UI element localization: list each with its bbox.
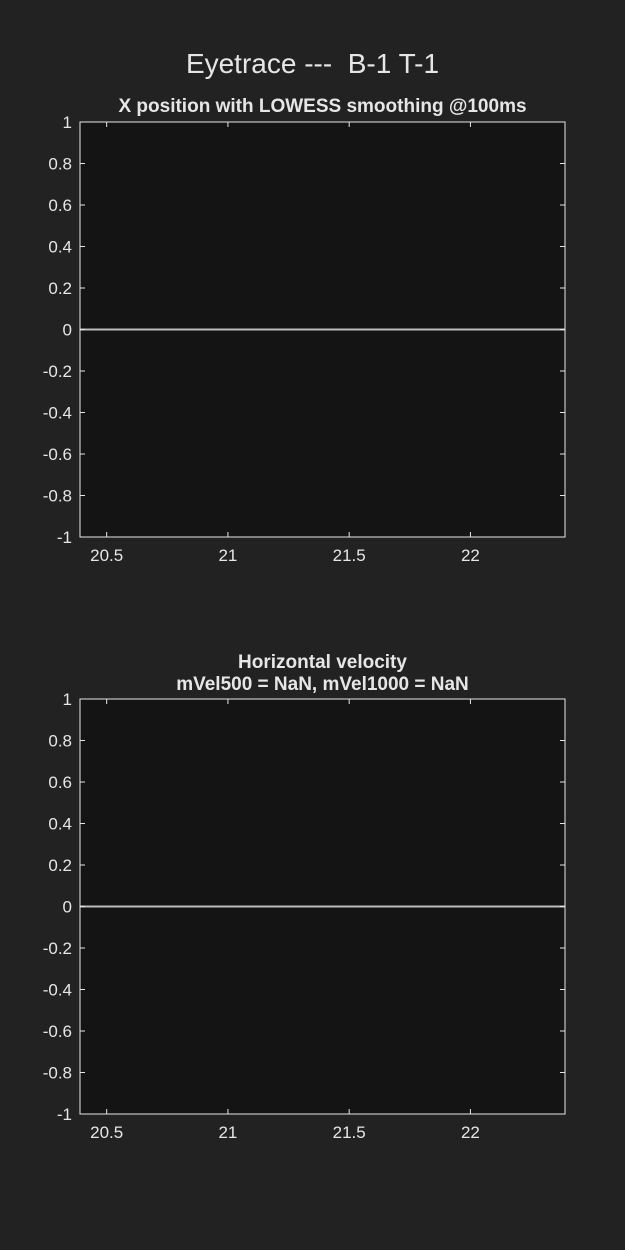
chart-subtitle: mVel500 = NaN, mVel1000 = NaN [176, 674, 469, 695]
x-tick-label: 20.5 [90, 546, 123, 565]
y-tick-label: 0.6 [48, 196, 72, 215]
x-tick-label: 21 [218, 546, 237, 565]
x-tick-label: 21.5 [333, 546, 366, 565]
y-tick-label: 1 [63, 690, 72, 709]
y-tick-label: -0.4 [43, 404, 72, 423]
x-tick-label: 21.5 [333, 1123, 366, 1142]
x-tick-label: 21 [218, 1123, 237, 1142]
y-tick-label: 0.8 [48, 155, 72, 174]
y-tick-label: -1 [57, 528, 72, 547]
position-plot: X position with LOWESS smoothing @100ms 1… [43, 96, 566, 565]
y-tick-label: -0.2 [43, 362, 72, 381]
y-tick-label: 0 [63, 898, 72, 917]
y-tick-label: 0.8 [48, 732, 72, 751]
y-tick-label: -0.2 [43, 939, 72, 958]
y-tick-label: 0.6 [48, 773, 72, 792]
y-tick-label: 0 [63, 321, 72, 340]
y-tick-label: -0.8 [43, 1064, 72, 1083]
chart-title: X position with LOWESS smoothing @100ms [118, 96, 526, 117]
chart-title: Horizontal velocity [238, 652, 407, 673]
y-tick-label: 0.4 [48, 815, 72, 834]
x-tick-label: 22 [461, 546, 480, 565]
y-tick-label: -0.4 [43, 981, 72, 1000]
x-tick-label: 22 [461, 1123, 480, 1142]
y-tick-label: -1 [57, 1105, 72, 1124]
y-tick-label: 0.2 [48, 279, 72, 298]
figure-title: Eyetrace --- B-1 T-1 [185, 48, 440, 79]
y-tick-label: -0.8 [43, 487, 72, 506]
y-tick-label: 0.2 [48, 856, 72, 875]
y-tick-label: -0.6 [43, 445, 72, 464]
x-tick-label: 20.5 [90, 1123, 123, 1142]
y-tick-label: -0.6 [43, 1022, 72, 1041]
y-tick-label: 1 [63, 113, 72, 132]
y-tick-label: 0.4 [48, 238, 72, 257]
